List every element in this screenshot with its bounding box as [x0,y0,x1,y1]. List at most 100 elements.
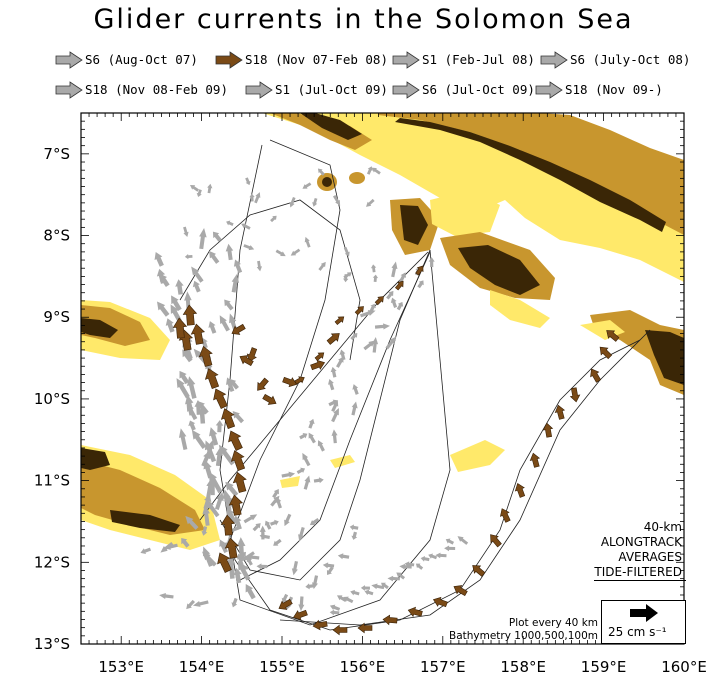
current-arrow-gray [364,589,374,596]
current-arrow-gray [374,323,390,330]
kiriwina-land [400,205,428,245]
legend-arrow-icon [535,81,563,99]
current-arrow-brown [407,606,423,618]
legend-label: S1 (Feb-Jul 08) [422,52,535,67]
current-arrow-gray [184,253,193,260]
current-arrow-brown [332,624,348,636]
legend-arrow-icon [55,51,83,69]
current-arrow-gray [231,597,238,608]
current-arrow-gray [328,379,335,391]
current-arrow-gray [207,183,213,194]
current-arrow-brown [382,614,398,626]
current-arrow-gray [237,553,244,566]
current-arrow-gray [208,475,217,496]
current-arrow-gray [331,408,339,423]
current-arrow-gray [332,195,341,206]
current-arrow-gray [170,304,182,322]
current-arrow-gray [209,427,219,446]
current-arrow-gray [343,596,354,604]
woodlark-land [458,245,540,295]
current-arrow-gray [219,315,230,332]
current-arrow-gray [381,582,389,590]
current-arrow-brown [228,430,243,451]
current-arrow-gray [272,488,279,499]
current-arrow-gray [435,552,447,559]
current-arrow-gray [175,279,184,295]
current-arrow-gray [336,356,344,368]
current-arrow-gray [387,575,400,582]
legend-arrow-icon [540,51,568,69]
lat-label: 7°S [43,145,70,163]
legend-arrow-icon [392,51,420,69]
lon-label: 160°E [661,658,707,676]
current-arrow-gray [291,560,299,576]
current-arrow-brown [432,596,448,608]
bathymetry-layer [81,113,684,550]
current-arrow-gray [241,223,251,230]
current-arrow-gray [156,301,170,317]
current-arrow-gray [214,492,224,510]
scale-arrow-box: 25 cm s⁻¹ [601,600,686,644]
current-arrow-brown [542,422,554,438]
current-arrow-gray [299,433,308,440]
current-arrow-gray [212,231,222,242]
current-arrow-gray [233,515,242,530]
current-arrow-gray [215,446,224,467]
current-arrow-brown [220,514,236,536]
current-arrow-brown [529,452,541,468]
current-arrow-gray [232,411,245,424]
lat-label: 8°S [43,227,70,245]
island-ring-2 [349,172,365,184]
current-arrow-gray [339,349,346,361]
current-arrow-gray [165,318,175,333]
current-arrow-brown [292,609,308,621]
trobriand-deep [430,190,500,236]
current-arrows [140,166,620,636]
legend-label: S18 (Nov 07-Feb 08) [245,52,388,67]
lat-label: 11°S [34,472,70,490]
current-arrow-gray [312,197,318,207]
current-arrow-brown [453,585,468,597]
legend-arrow-icon [245,81,273,99]
current-arrow-gray [296,467,306,475]
current-arrow-gray [313,477,324,484]
current-arrow-gray [249,193,255,202]
current-arrow-gray [304,236,311,248]
current-arrow-gray [390,297,398,308]
current-arrow-brown [246,347,258,363]
current-arrow-brown [606,330,620,342]
current-arrow-gray [322,562,335,569]
legend-arrow-icon [55,81,83,99]
current-arrow-gray [191,266,204,283]
current-arrow-gray [331,400,339,413]
current-arrow-gray [159,592,174,599]
current-arrow-gray [186,402,198,421]
current-arrow-gray [194,400,203,415]
current-arrow-gray [284,513,292,527]
current-arrow-gray [445,538,455,545]
legend-label: S1 (Jul-Oct 09) [275,82,388,97]
lon-label: 155°E [259,658,305,676]
current-arrow-gray [189,184,200,192]
current-arrow-gray [185,515,199,530]
current-arrow-gray [225,377,235,393]
current-arrow-gray [281,471,296,478]
current-arrow-gray [224,299,234,311]
current-arrow-brown [590,368,602,383]
track-4 [199,251,429,521]
current-arrow-gray [205,499,220,518]
current-arrow-brown [182,304,198,326]
current-arrow-gray [164,543,178,550]
current-arrow-gray [226,507,237,525]
current-arrow-gray [215,420,224,433]
current-arrow-gray [318,261,326,271]
track-2 [229,139,451,626]
current-arrow-gray [371,583,385,590]
current-arrow-gray [178,428,188,451]
current-arrow-brown [374,296,384,306]
current-arrow-brown [231,323,246,335]
legend-arrow-icon [215,51,243,69]
track-5 [239,251,431,581]
current-arrow-gray [420,555,430,562]
